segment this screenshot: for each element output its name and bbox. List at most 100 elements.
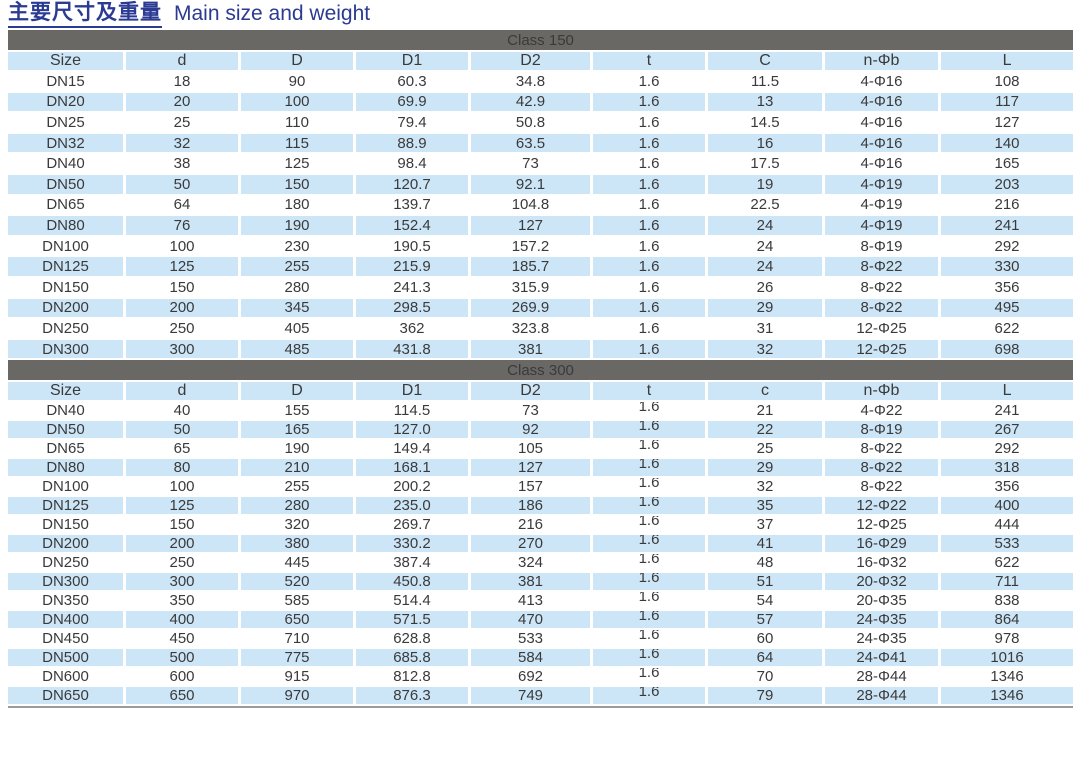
column-header-row-class-300: Size d D D1 D2 t c n-Φb L <box>8 382 1074 403</box>
cell: 300 <box>126 573 241 593</box>
cell: 876.3 <box>356 687 471 707</box>
cell: 1.6 <box>593 630 708 650</box>
section-label-class-150: Class 150 <box>8 30 1074 52</box>
cell: DN200 <box>8 298 126 320</box>
cell: 1.6 <box>593 440 708 460</box>
cell: 571.5 <box>356 611 471 631</box>
cell: 12-Φ25 <box>825 339 941 361</box>
cell: 127 <box>471 216 593 237</box>
cell: 444 <box>941 516 1074 536</box>
table-row: DN125 125 255 215.9 185.7 1.6 24 8-Φ22 330 <box>8 257 1074 278</box>
cell: 139.7 <box>356 195 471 217</box>
cell: 80 <box>126 459 241 479</box>
cell: 241 <box>941 216 1074 237</box>
cell: 241.3 <box>356 277 471 299</box>
cell: 152.4 <box>356 216 471 237</box>
cell: 1.6 <box>593 516 708 536</box>
cell: 8-Φ22 <box>825 478 941 498</box>
cell: 381 <box>471 339 593 361</box>
cell: DN150 <box>8 277 126 299</box>
column-header: D1 <box>356 52 471 72</box>
cell: 1.6 <box>593 195 708 217</box>
cell: 127.0 <box>356 421 471 441</box>
cell: 775 <box>241 649 356 669</box>
table-row: DN32 32 115 88.9 63.5 1.6 16 4-Φ16 140 <box>8 133 1074 155</box>
cell: 445 <box>241 554 356 574</box>
cell: 4-Φ16 <box>825 72 941 93</box>
cell: 470 <box>471 611 593 631</box>
cell: 26 <box>708 277 825 299</box>
cell: 60 <box>708 630 825 650</box>
cell: 685.8 <box>356 649 471 669</box>
cell: 235.0 <box>356 497 471 517</box>
cell: 400 <box>126 611 241 631</box>
cell: 8-Φ19 <box>825 421 941 441</box>
cell: 90 <box>241 72 356 93</box>
cell: 34.8 <box>471 72 593 93</box>
cell: 485 <box>241 339 356 361</box>
cell: 749 <box>471 687 593 707</box>
cell: 190 <box>241 440 356 460</box>
cell: 622 <box>941 554 1074 574</box>
cell: 19 <box>708 174 825 196</box>
cell: 269.7 <box>356 516 471 536</box>
cell: 380 <box>241 535 356 555</box>
cell: 267 <box>941 421 1074 441</box>
cell: 157.2 <box>471 236 593 258</box>
cell: 32 <box>708 478 825 498</box>
cell: 16-Φ32 <box>825 554 941 574</box>
cell: 4-Φ16 <box>825 113 941 134</box>
cell: 40 <box>126 402 241 422</box>
cell: DN125 <box>8 497 126 517</box>
cell: 203 <box>941 174 1074 196</box>
cell: 381 <box>471 573 593 593</box>
cell: 1.6 <box>593 687 708 707</box>
cell: 292 <box>941 236 1074 258</box>
column-header: D2 <box>471 52 593 72</box>
cell: 117 <box>941 92 1074 114</box>
cell: 16-Φ29 <box>825 535 941 555</box>
cell: 1.6 <box>593 319 708 340</box>
cell: 165 <box>241 421 356 441</box>
cell: 298.5 <box>356 298 471 320</box>
cell: 125 <box>126 497 241 517</box>
cell: DN100 <box>8 236 126 258</box>
cell: 190 <box>241 216 356 237</box>
column-header: t <box>593 382 708 403</box>
cell: 37 <box>708 516 825 536</box>
table-row: DN250 250 405 362 323.8 1.6 31 12-Φ25 622 <box>8 319 1074 340</box>
cell: 13 <box>708 92 825 114</box>
cell: 14.5 <box>708 113 825 134</box>
cell: 400 <box>941 497 1074 517</box>
cell: 125 <box>241 154 356 175</box>
cell: 4-Φ16 <box>825 92 941 114</box>
cell: 4-Φ16 <box>825 133 941 155</box>
cell: 35 <box>708 497 825 517</box>
cell: 1.6 <box>593 497 708 517</box>
cell: 269.9 <box>471 298 593 320</box>
cell: 405 <box>241 319 356 340</box>
table-row: DN200 200 345 298.5 269.9 1.6 29 8-Φ22 495 <box>8 298 1074 320</box>
cell: 50.8 <box>471 113 593 134</box>
cell: 28-Φ44 <box>825 687 941 707</box>
table-row: DN100 100 230 190.5 157.2 1.6 24 8-Φ19 292 <box>8 236 1074 258</box>
cell: 1346 <box>941 687 1074 707</box>
cell: 8-Φ22 <box>825 257 941 278</box>
cell: 300 <box>126 339 241 361</box>
cell: 60.3 <box>356 72 471 93</box>
table-row: DN200 200 380 330.2 270 1.6 41 16-Φ29 533 <box>8 535 1074 555</box>
cell: 110 <box>241 113 356 134</box>
cell: 120.7 <box>356 174 471 196</box>
cell: 63.5 <box>471 133 593 155</box>
cell: 185.7 <box>471 257 593 278</box>
cell: 28-Φ44 <box>825 668 941 688</box>
cell: 38 <box>126 154 241 175</box>
cell: 1.6 <box>593 113 708 134</box>
cell: 450.8 <box>356 573 471 593</box>
cell: 431.8 <box>356 339 471 361</box>
cell: DN300 <box>8 339 126 361</box>
cell: 4-Φ16 <box>825 154 941 175</box>
cell: 190.5 <box>356 236 471 258</box>
cell: DN65 <box>8 195 126 217</box>
cell: 324 <box>471 554 593 574</box>
